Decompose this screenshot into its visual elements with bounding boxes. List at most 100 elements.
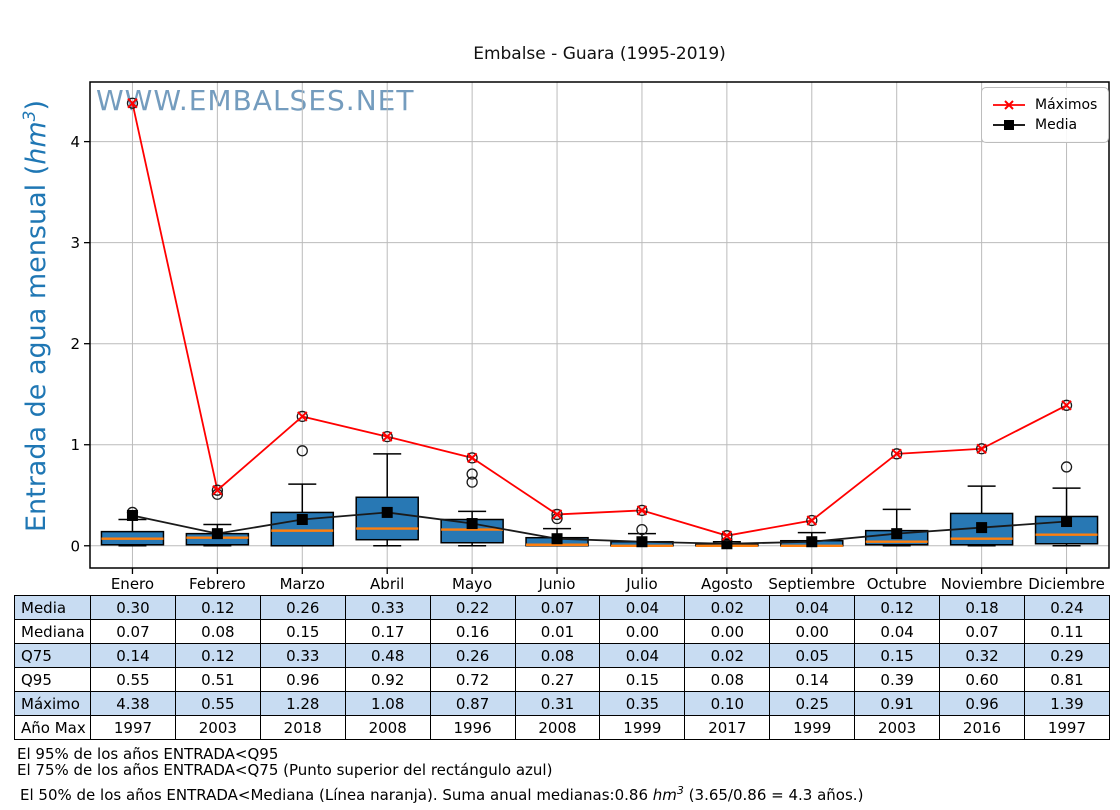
outlier-diciembre [1060,461,1073,473]
stats-table: Media 0.30 0.12 0.26 0.33 0.22 0.07 0.04 0.02 0.0… [14,595,1110,740]
table-cell: 0.12 [854,595,941,620]
max-outlier-ring-octubre [891,448,903,460]
table-cell: 0.08 [174,619,261,644]
table-cell: 0.14 [769,667,856,692]
footnote-q95: El 95% de los años ENTRADA<Q95 [17,745,279,763]
legend-label: Máximos [1035,97,1098,113]
table-cell: 0.96 [939,691,1025,716]
table-cell: 0.31 [514,691,601,716]
legend-item-maximos: Máximos [991,95,1097,115]
max-outlier-ring-junio [551,508,563,521]
media-marker-septiembre [806,536,818,548]
table-cell: 1.39 [1023,691,1110,716]
table-cell: 0.27 [514,667,601,692]
y-tick-label: 3 [70,234,80,252]
table-cell: 0.15 [599,667,686,692]
month-tick-label: Febrero [189,575,246,593]
table-cell: 0.02 [684,643,771,668]
row-header: Q95 [14,667,91,692]
media-marker-noviembre [976,522,988,534]
table-cell: 0.51 [174,667,261,692]
footnote-mediana: El 50% de los años ENTRADA<Mediana (Líne… [20,784,864,804]
table-cell: 0.55 [90,667,176,692]
table-cell: 0.35 [599,691,686,716]
max-x-marker-agosto [721,530,733,541]
footnote-q75: El 75% de los años ENTRADA<Q75 (Punto su… [17,761,553,779]
max-x-marker-febrero [212,484,223,496]
table-cell: 0.92 [344,667,431,692]
table-row-mediana: Mediana 0.07 0.08 0.15 0.17 0.16 0.01 0.00 0.00 0… [14,619,1110,644]
outlier-julio [636,523,648,536]
table-cell: 4.38 [90,691,176,716]
max-outlier-ring-agosto [721,530,733,542]
row-header: Q75 [14,643,91,668]
table-cell: 0.81 [1023,667,1110,692]
media-marker-abril [381,506,393,518]
table-cell: 0.10 [684,691,771,716]
month-tick-label: Julio [625,575,657,593]
plot-border [89,81,1110,569]
table-cell: 0.33 [259,643,346,668]
row-header: Media [14,595,91,620]
table-cell: 0.87 [429,691,516,716]
max-x-marker-abril [382,431,393,442]
table-cell: 0.26 [259,595,346,620]
table-cell: 1996 [429,715,516,740]
max-x-marker-septiembre [806,515,817,526]
media-marker-enero [126,509,138,521]
table-cell: 0.04 [769,595,856,620]
month-tick-label: Abril [370,575,404,593]
watermark-text: WWW.EMBALSES.NET [96,84,415,117]
table-cell: 0.05 [769,643,856,668]
table-cell: 0.04 [599,595,686,620]
y-tick-label: 4 [70,133,80,151]
max-x-marker-diciembre [1061,400,1072,411]
outlier-marzo [296,445,308,457]
table-cell: 0.14 [90,643,176,668]
table-cell: 0.00 [769,619,856,644]
table-cell: 1999 [769,715,856,740]
table-cell: 0.00 [684,619,771,644]
table-cell: 0.07 [939,619,1025,644]
max-x-marker-noviembre [976,443,987,454]
month-tick-label: Mayo [452,575,492,593]
chart-canvas: 0 1 2 3 4 Enero Febrero Marzo Abril Mayo Junio Juli… [70,81,1110,593]
table-cell: 0.39 [854,667,941,692]
table-cell: 0.11 [1023,619,1110,644]
max-x-marker-octubre [891,448,902,460]
table-cell: 0.08 [514,643,601,668]
table-cell: 2016 [939,715,1025,740]
legend-item-media: Media [991,115,1097,135]
table-cell: 0.29 [1023,643,1110,668]
table-cell: 0.32 [939,643,1025,668]
month-tick-label: Junio [538,575,576,593]
max-x-marker-mayo [466,452,478,464]
media-marker-mayo [466,518,478,530]
month-tick-label: Agosto [701,575,753,593]
table-cell: 0.25 [769,691,856,716]
max-outlier-ring-diciembre [1060,399,1073,411]
media-marker-marzo [296,514,308,526]
table-cell: 0.07 [90,619,176,644]
max-x-marker-junio [551,509,563,520]
media-marker-diciembre [1061,516,1073,528]
table-cell: 0.55 [174,691,261,716]
max-outlier-ring-septiembre [806,514,818,527]
table-row-año-max: Año Max 1997 2003 2018 2008 1996 2008 1999 2017 1… [14,715,1110,740]
table-cell: 0.18 [939,595,1025,620]
table-cell: 0.08 [684,667,771,692]
table-cell: 0.33 [344,595,431,620]
table-cell: 0.00 [599,619,686,644]
table-cell: 1997 [90,715,176,740]
table-cell: 0.24 [1023,595,1110,620]
row-header: Año Max [14,715,91,740]
media-marker-junio [551,533,563,545]
table-cell: 0.72 [429,667,516,692]
row-header: Máximo [14,691,91,716]
table-row-q95: Q95 0.55 0.51 0.96 0.92 0.72 0.27 0.15 0.08 0.14 0… [14,667,1110,692]
max-x-marker-julio [636,505,648,516]
table-cell: 0.60 [939,667,1025,692]
table-row-máximo: Máximo 4.38 0.55 1.28 1.08 0.87 0.31 0.35 0.10 0.… [14,691,1110,716]
table-cell: 0.16 [429,619,516,644]
